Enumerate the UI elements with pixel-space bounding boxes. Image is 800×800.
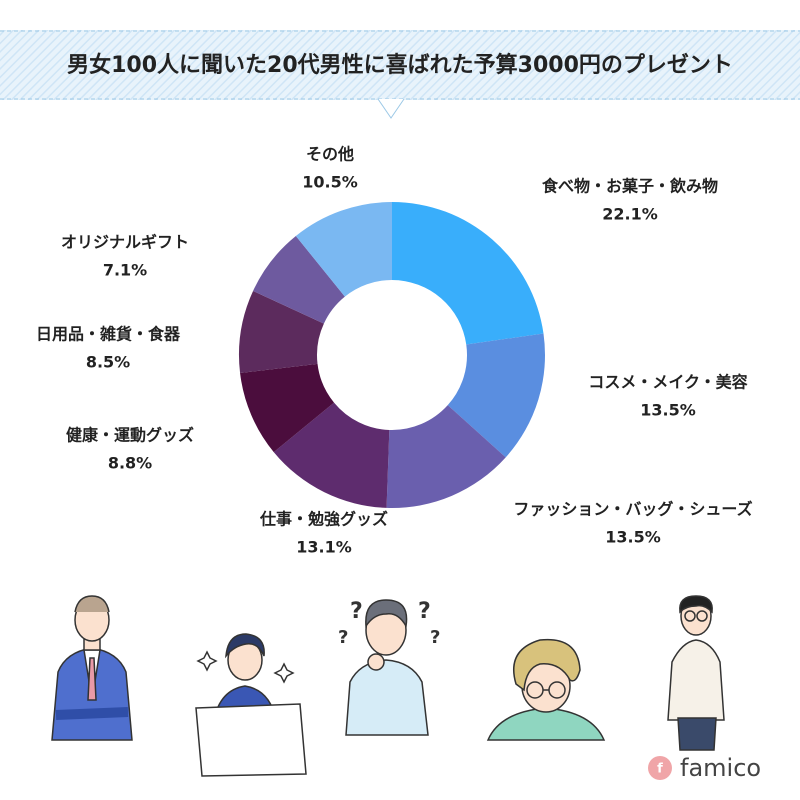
slice <box>295 202 392 297</box>
illustration-sweater-man <box>667 595 725 751</box>
title-banner: 男女100人に聞いた20代男性に喜ばれた予算3000円のプレゼント <box>0 30 800 119</box>
value-label: 13.5% <box>640 401 696 420</box>
category-label: 食べ物・お菓子・飲み物 <box>541 177 718 196</box>
brand-logo: f famico <box>648 754 761 782</box>
value-label: 7.1% <box>103 261 147 280</box>
illustrations: ? ? ? ? <box>51 595 725 777</box>
svg-text:?: ? <box>430 627 440 648</box>
illustration-suit-man <box>51 595 133 741</box>
brand-icon-circle <box>648 756 672 780</box>
slice <box>392 202 544 345</box>
value-label: 13.5% <box>605 528 661 547</box>
category-label: 仕事・勉強グッズ <box>259 510 388 529</box>
category-label: 健康・運動グッズ <box>66 426 194 445</box>
value-label: 10.5% <box>302 173 358 192</box>
illustration-glasses-person <box>486 638 606 741</box>
svg-text:?: ? <box>338 627 348 648</box>
brand-name: famico <box>680 754 761 782</box>
slice <box>386 405 506 508</box>
brand-icon: f <box>657 762 663 777</box>
value-label: 13.1% <box>296 538 352 557</box>
svg-text:?: ? <box>350 599 363 624</box>
slice <box>240 363 335 453</box>
value-label: 8.5% <box>86 353 130 372</box>
labels: 食べ物・お菓子・飲み物 22.1% コスメ・メイク・美容 13.5% ファッション・バッ… <box>36 145 753 557</box>
slice <box>253 235 345 324</box>
slice <box>238 290 324 374</box>
illustration-thinking-man: ? ? ? ? <box>338 599 440 736</box>
category-label: 日用品・雑貨・食器 <box>36 325 181 344</box>
slice <box>447 333 545 458</box>
slice <box>273 402 390 508</box>
chart-title: 男女100人に聞いた20代男性に喜ばれた予算3000円のプレゼント <box>67 52 733 78</box>
svg-text:?: ? <box>418 599 431 624</box>
category-label: ファッション・バッグ・シューズ <box>513 500 752 519</box>
category-label: コスメ・メイク・美容 <box>588 373 747 392</box>
category-label: オリジナルギフト <box>61 233 189 252</box>
category-label: その他 <box>306 145 354 164</box>
value-label: 22.1% <box>602 205 658 224</box>
illustration-board-man <box>195 633 307 777</box>
donut-chart <box>238 202 545 508</box>
value-label: 8.8% <box>108 454 152 473</box>
